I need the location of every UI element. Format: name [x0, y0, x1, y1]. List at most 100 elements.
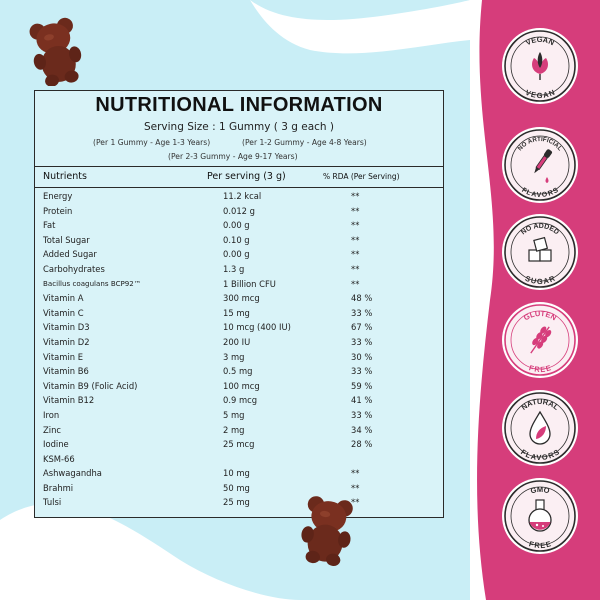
table-row: Iodine 25 mcg 28 %	[35, 439, 443, 454]
badge-top-text: GMO	[530, 485, 551, 495]
table-row: Energy 11.2 kcal **	[35, 191, 443, 206]
nutrient-name: Vitamin B6	[43, 366, 89, 377]
flask-icon	[528, 499, 552, 532]
nutrient-rda: **	[351, 482, 360, 493]
sugar-cubes-icon	[528, 236, 552, 262]
nutrient-amount: 200 IU	[223, 336, 251, 347]
column-header-per-serving: Per serving (3 g)	[207, 171, 286, 182]
nutrition-table: NUTRITIONAL INFORMATION Serving Size : 1…	[34, 90, 444, 518]
gummy-bear-bottom	[301, 496, 353, 566]
nutrient-name: Ashwagandha	[43, 468, 102, 479]
badge-top-text: NATURAL	[519, 397, 560, 412]
column-header-nutrients: Nutrients	[43, 171, 87, 182]
nutrient-amount: 300 mcg	[223, 293, 260, 304]
nutrient-name: Vitamin C	[43, 307, 84, 318]
table-row: Vitamin B12 0.9 mcg 41 %	[35, 395, 443, 410]
wheat-icon	[530, 326, 552, 354]
nutrient-amount: 1 Billion CFU	[223, 278, 276, 289]
table-row: Fat 0.00 g **	[35, 220, 443, 235]
table-row: Carbohydrates 1.3 g **	[35, 264, 443, 279]
nutrient-rda: 67 %	[351, 322, 373, 333]
svg-text:GLUTEN: GLUTEN	[522, 309, 558, 323]
age-note: (Per 2-3 Gummy - Age 9-17 Years)	[168, 152, 298, 161]
nutrient-name: Vitamin D2	[43, 336, 90, 347]
badge-gluten-free: GLUTEN FREE	[502, 302, 578, 378]
table-row: Vitamin A 300 mcg 48 %	[35, 293, 443, 308]
nutrient-name: Protein	[43, 205, 73, 216]
nutrient-rda: 48 %	[351, 293, 373, 304]
table-row: Zinc 2 mg 34 %	[35, 425, 443, 440]
nutrient-amount: 2 mg	[223, 424, 245, 435]
nutrient-name: Added Sugar	[43, 249, 97, 260]
nutrient-amount: 0.9 mcg	[223, 395, 258, 406]
nutrient-name: Fat	[43, 220, 56, 231]
nutrient-rda: **	[351, 278, 360, 289]
svg-text:GMO: GMO	[530, 485, 551, 495]
nutrient-rda: **	[351, 205, 360, 216]
nutrient-rows: Energy 11.2 kcal ** Protein 0.012 g ** Fat 0.…	[35, 191, 443, 512]
nutrient-name: Brahmi	[43, 482, 74, 493]
nutrient-amount: 1.3 g	[223, 263, 245, 274]
badge-gmo-free: GMO FREE	[502, 478, 578, 554]
column-header-rda: % RDA (Per Serving)	[323, 172, 400, 181]
table-row: KSM-66	[35, 454, 443, 469]
nutrient-amount: 50 mg	[223, 482, 250, 493]
table-row: Total Sugar 0.10 g **	[35, 235, 443, 250]
table-row: Vitamin C 15 mg 33 %	[35, 308, 443, 323]
serving-size: Serving Size : 1 Gummy ( 3 g each )	[143, 121, 335, 133]
nutrient-amount: 3 mg	[223, 351, 245, 362]
nutrient-rda: 30 %	[351, 351, 373, 362]
table-title: NUTRITIONAL INFORMATION	[95, 94, 383, 116]
table-row: Protein 0.012 g **	[35, 206, 443, 221]
badge-natural-flavors: NATURAL FLAVORS	[502, 390, 578, 466]
nutrient-amount: 10 mcg (400 IU)	[223, 322, 291, 333]
table-row: Tulsi 25 mg **	[35, 497, 443, 512]
nutrient-rda: **	[351, 191, 360, 201]
nutrient-rda: 41 %	[351, 395, 373, 406]
nutrient-amount: 0.00 g	[223, 220, 250, 231]
nutrient-rda: 28 %	[351, 439, 373, 450]
divider	[35, 166, 443, 167]
badge-bottom-text: VEGAN	[524, 88, 556, 100]
table-row: Bacillus coagulans BCP92™ 1 Billion CFU **	[35, 279, 443, 294]
nutrient-amount: 5 mg	[223, 409, 245, 420]
nutrient-name: Iron	[43, 409, 60, 420]
table-row: Vitamin D2 200 IU 33 %	[35, 337, 443, 352]
nutrient-rda: **	[351, 249, 360, 260]
nutrient-amount: 0.10 g	[223, 234, 250, 245]
table-row: Vitamin E 3 mg 30 %	[35, 352, 443, 367]
badge-top-text: VEGAN	[524, 35, 556, 47]
nutrient-rda: **	[351, 263, 360, 274]
table-row: Vitamin D3 10 mcg (400 IU) 67 %	[35, 322, 443, 337]
nutrient-rda: 59 %	[351, 380, 373, 391]
nutrient-name: Total Sugar	[43, 234, 90, 245]
nutrient-amount: 25 mcg	[223, 439, 255, 450]
gummy-bear-top	[29, 17, 82, 86]
nutrient-amount: 0.5 mg	[223, 366, 253, 377]
nutrient-rda: **	[351, 497, 360, 508]
divider	[35, 187, 443, 188]
svg-text:VEGAN: VEGAN	[524, 35, 556, 47]
nutrient-amount: 100 mcg	[223, 380, 260, 391]
badge-vegan: VEGAN VEGAN	[502, 28, 578, 104]
table-row: Vitamin B9 (Folic Acid) 100 mcg 59 %	[35, 381, 443, 396]
table-row: Ashwagandha 10 mg **	[35, 468, 443, 483]
age-note: (Per 1 Gummy - Age 1-3 Years)	[93, 138, 211, 147]
nutrient-rda: 34 %	[351, 424, 373, 435]
nutrient-name: KSM-66	[43, 453, 75, 464]
age-note: (Per 1-2 Gummy - Age 4-8 Years)	[242, 138, 367, 147]
table-row: Vitamin B6 0.5 mg 33 %	[35, 366, 443, 381]
nutrient-amount: 0.012 g	[223, 205, 255, 216]
nutrient-amount: 25 mg	[223, 497, 250, 508]
nutrient-rda: 33 %	[351, 336, 373, 347]
nutrient-rda: **	[351, 234, 360, 245]
leaf-icon	[532, 52, 548, 80]
nutrient-rda: **	[351, 220, 360, 231]
nutrient-rda: 33 %	[351, 409, 373, 420]
nutrient-name: Carbohydrates	[43, 263, 105, 274]
nutrient-amount: 10 mg	[223, 468, 250, 479]
nutrient-name: Tulsi	[43, 497, 62, 508]
nutrient-name: Bacillus coagulans BCP92™	[43, 278, 141, 288]
svg-text:NATURAL: NATURAL	[519, 397, 560, 412]
nutrient-amount: 11.2 kcal	[223, 191, 262, 201]
